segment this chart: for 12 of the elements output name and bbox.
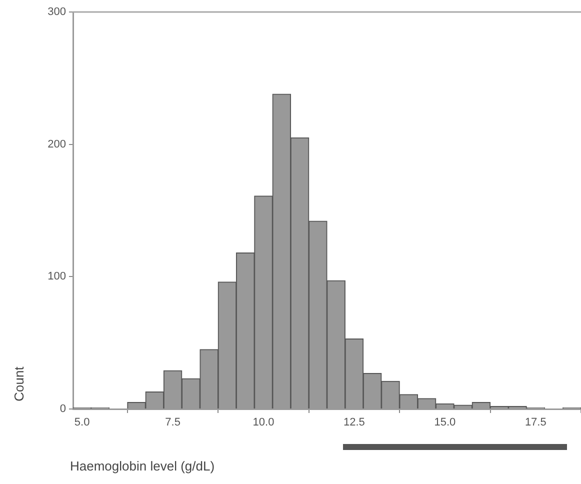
y-axis-title: Count xyxy=(12,366,27,402)
x-tick-label: 17.5 xyxy=(524,416,546,429)
x-tick-label: 5.0 xyxy=(74,416,90,429)
x-tick-label: 7.5 xyxy=(165,416,180,429)
x-tick-label: 10.0 xyxy=(252,416,274,429)
y-tick-label: 100 xyxy=(48,270,66,283)
x-tick-label: 12.5 xyxy=(344,416,365,429)
y-tick-label: 300 xyxy=(48,6,66,18)
x-axis-title: Haemoglobin level (g/dL) xyxy=(70,458,215,474)
x-tick-label: 15.0 xyxy=(434,416,456,429)
y-tick-label: 0 xyxy=(60,403,66,416)
y-tick-label: 200 xyxy=(48,138,66,150)
